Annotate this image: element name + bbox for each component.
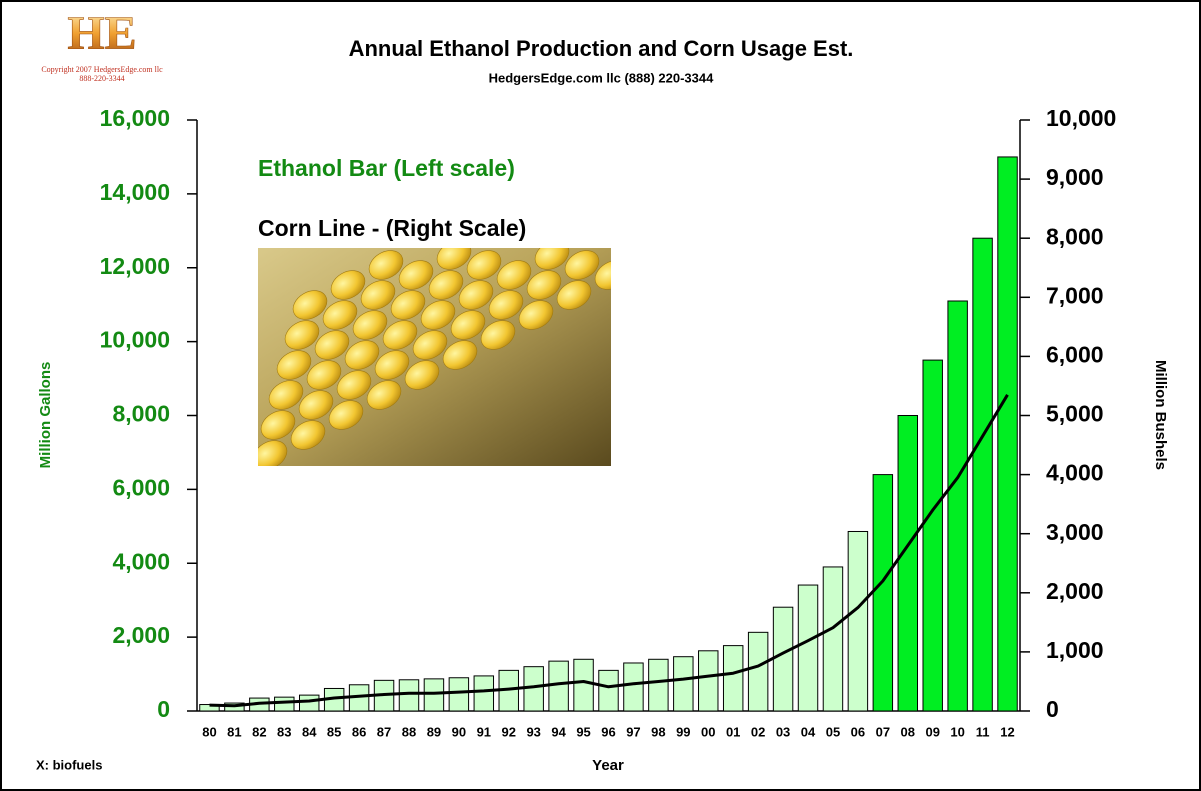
logo-phone: 888-220-3344 xyxy=(79,74,124,83)
y-axis-title: Million Gallons xyxy=(37,362,54,469)
y-tick-label: 4,000 xyxy=(112,548,170,574)
logo-mark: HE xyxy=(67,7,136,60)
x-tick-label: 03 xyxy=(776,724,790,739)
bar xyxy=(897,415,918,712)
bar xyxy=(473,675,495,712)
bar xyxy=(797,584,819,712)
x-tick-label: 89 xyxy=(427,724,441,739)
y-tick-label: 14,000 xyxy=(100,179,170,205)
bar xyxy=(648,658,669,712)
bar xyxy=(772,606,794,712)
corn-photo xyxy=(258,248,611,466)
bar xyxy=(947,300,968,712)
y2-tick-label: 0 xyxy=(1046,696,1059,722)
x-tick-label: 11 xyxy=(976,724,990,739)
x-tick-label: 80 xyxy=(202,724,216,739)
x-tick-label: 83 xyxy=(277,724,291,739)
x-tick-label: 01 xyxy=(726,724,740,739)
x-tick-label: 93 xyxy=(526,724,540,739)
x-tick-label: 97 xyxy=(626,724,640,739)
bar xyxy=(872,474,894,712)
x-tick-label: 90 xyxy=(452,724,466,739)
bar xyxy=(847,530,869,712)
y2-tick-label: 1,000 xyxy=(1046,637,1104,663)
x-tick-label: 09 xyxy=(925,724,939,739)
y2-tick-label: 2,000 xyxy=(1046,578,1104,604)
bar xyxy=(199,704,220,712)
x-tick-label: 02 xyxy=(751,724,765,739)
bar xyxy=(972,237,993,712)
x-tick-label: 07 xyxy=(876,724,890,739)
bar xyxy=(274,696,295,712)
x-tick-label: 84 xyxy=(302,724,317,739)
bar xyxy=(722,645,744,712)
y2-tick-label: 6,000 xyxy=(1046,341,1104,367)
bar xyxy=(573,658,594,712)
x-axis-title: Year xyxy=(592,757,624,774)
bar-legend: Ethanol Bar (Left scale) xyxy=(258,155,515,181)
x-tick-label: 99 xyxy=(676,724,690,739)
y2-tick-label: 10,000 xyxy=(1046,105,1116,131)
bar xyxy=(822,566,844,712)
y2-tick-label: 8,000 xyxy=(1046,223,1104,249)
x-tick-label: 92 xyxy=(502,724,516,739)
bar xyxy=(997,156,1018,712)
y2-axis-title: Million Bushels xyxy=(1152,360,1169,470)
x-tick-label: 94 xyxy=(551,724,566,739)
line-legend: Corn Line - (Right Scale) xyxy=(258,215,526,241)
y2-tick-label: 7,000 xyxy=(1046,282,1104,308)
bar xyxy=(747,631,769,712)
y-tick-label: 10,000 xyxy=(100,327,170,353)
bar xyxy=(598,669,619,712)
y2-tick-label: 3,000 xyxy=(1046,519,1104,545)
bar xyxy=(299,694,320,712)
x-tick-label: 05 xyxy=(826,724,840,739)
chart-subtitle: HedgersEdge.com llc (888) 220-3344 xyxy=(489,70,714,85)
x-tick-label: 88 xyxy=(402,724,416,739)
y2-tick-label: 5,000 xyxy=(1046,401,1104,427)
y-tick-label: 12,000 xyxy=(100,253,170,279)
y-tick-label: 2,000 xyxy=(112,622,170,648)
x-tick-label: 82 xyxy=(252,724,266,739)
x-tick-label: 98 xyxy=(651,724,665,739)
bar xyxy=(922,359,943,712)
source-note: X: biofuels xyxy=(36,757,102,772)
x-tick-label: 04 xyxy=(801,724,816,739)
x-tick-label: 06 xyxy=(851,724,865,739)
y-tick-label: 6,000 xyxy=(112,474,170,500)
x-tick-label: 85 xyxy=(327,724,341,739)
bar xyxy=(698,650,719,712)
x-tick-label: 08 xyxy=(901,724,915,739)
x-tick-label: 87 xyxy=(377,724,391,739)
chart-title: Annual Ethanol Production and Corn Usage… xyxy=(349,36,854,61)
x-tick-label: 00 xyxy=(701,724,715,739)
x-tick-label: 96 xyxy=(601,724,615,739)
x-tick-label: 10 xyxy=(950,724,964,739)
corn-line xyxy=(209,394,1009,708)
bar xyxy=(448,677,470,712)
x-tick-label: 12 xyxy=(1000,724,1014,739)
y-tick-label: 8,000 xyxy=(112,401,170,427)
x-tick-label: 95 xyxy=(576,724,590,739)
y2-tick-label: 9,000 xyxy=(1046,164,1104,190)
x-tick-label: 91 xyxy=(477,724,491,739)
x-tick-label: 81 xyxy=(227,724,241,739)
y-tick-label: 16,000 xyxy=(100,105,170,131)
bar xyxy=(398,679,420,712)
bar xyxy=(623,662,644,712)
y2-tick-label: 4,000 xyxy=(1046,460,1104,486)
x-tick-label: 86 xyxy=(352,724,366,739)
bar xyxy=(423,678,445,712)
logo-copyright: Copyright 2007 HedgersEdge.com llc xyxy=(41,65,163,74)
bar xyxy=(673,656,694,712)
y-tick-label: 0 xyxy=(157,696,170,722)
